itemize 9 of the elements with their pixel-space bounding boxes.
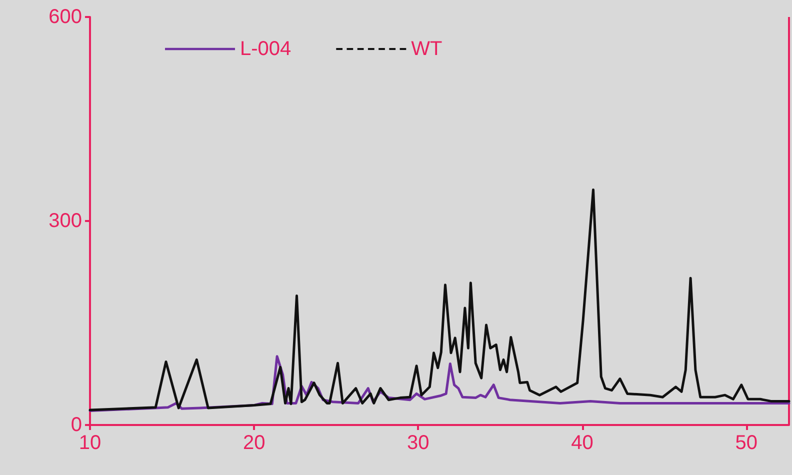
x-tick-label: 30 [407,432,430,454]
legend-label: WT [411,38,442,60]
x-tick-label: 20 [242,432,266,454]
y-tick-label: 300 [48,210,82,232]
x-tick-label: 40 [571,432,594,454]
y-tick-label: 600 [48,6,82,28]
x-tick-label: 50 [735,432,758,454]
legend-label: L-004 [240,38,292,60]
line-series [88,188,790,412]
